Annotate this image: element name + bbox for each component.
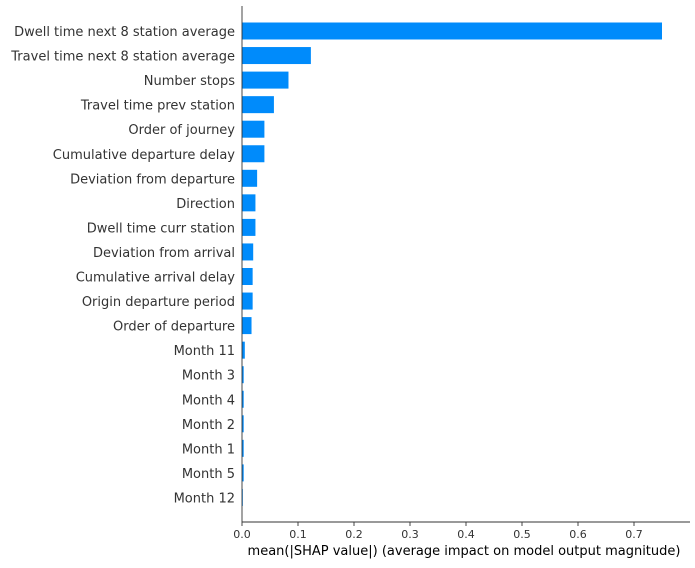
bar-16 bbox=[242, 415, 244, 433]
x-tick-label-4: 0.4 bbox=[457, 528, 475, 541]
bar-2 bbox=[242, 71, 289, 89]
feature-label-9: Deviation from arrival bbox=[93, 246, 235, 261]
bar-12 bbox=[242, 317, 252, 335]
x-tick-label-5: 0.5 bbox=[513, 528, 531, 541]
bar-14 bbox=[242, 366, 244, 384]
feature-label-16: Month 2 bbox=[182, 418, 235, 433]
bar-17 bbox=[242, 439, 244, 457]
x-tick-label-3: 0.3 bbox=[401, 528, 419, 541]
feature-label-17: Month 1 bbox=[182, 442, 235, 457]
bars-layer bbox=[242, 22, 662, 506]
feature-label-13: Month 11 bbox=[174, 344, 235, 359]
x-tick-label-1: 0.1 bbox=[289, 528, 307, 541]
bar-0 bbox=[242, 22, 662, 40]
feature-label-12: Order of departure bbox=[113, 320, 235, 335]
bar-15 bbox=[242, 390, 244, 408]
feature-label-19: Month 12 bbox=[174, 491, 235, 506]
x-ticks-layer: 0.0 0.1 0.2 0.3 0.4 0.5 0.6 0.7 bbox=[233, 522, 643, 541]
feature-label-2: Number stops bbox=[144, 74, 235, 89]
feature-label-11: Origin departure period bbox=[82, 295, 235, 310]
feature-label-0: Dwell time next 8 station average bbox=[14, 25, 235, 40]
bar-3 bbox=[242, 96, 274, 114]
bar-9 bbox=[242, 243, 254, 261]
bar-13 bbox=[242, 341, 245, 359]
feature-labels-layer: Dwell time next 8 station average Travel … bbox=[10, 25, 235, 506]
x-tick-label-6: 0.6 bbox=[569, 528, 587, 541]
bar-8 bbox=[242, 218, 256, 236]
x-tick-label-2: 0.2 bbox=[345, 528, 363, 541]
bar-5 bbox=[242, 145, 265, 163]
bar-4 bbox=[242, 120, 265, 138]
feature-label-15: Month 4 bbox=[182, 393, 235, 408]
feature-label-4: Order of journey bbox=[128, 123, 235, 138]
bar-18 bbox=[242, 464, 244, 482]
feature-label-10: Cumulative arrival delay bbox=[76, 271, 236, 286]
feature-label-5: Cumulative departure delay bbox=[53, 148, 235, 163]
feature-label-14: Month 3 bbox=[182, 369, 235, 384]
feature-label-18: Month 5 bbox=[182, 467, 235, 482]
feature-label-7: Direction bbox=[176, 197, 235, 212]
x-tick-label-7: 0.7 bbox=[625, 528, 643, 541]
bar-7 bbox=[242, 194, 256, 212]
x-tick-label-0: 0.0 bbox=[233, 528, 251, 541]
x-axis bbox=[241, 6, 690, 523]
feature-label-8: Dwell time curr station bbox=[87, 221, 235, 236]
feature-label-6: Deviation from departure bbox=[70, 172, 235, 187]
feature-label-3: Travel time prev station bbox=[80, 99, 235, 114]
feature-label-1: Travel time next 8 station average bbox=[10, 50, 235, 65]
bar-6 bbox=[242, 169, 258, 187]
bar-10 bbox=[242, 268, 253, 285]
bar-1 bbox=[242, 47, 311, 65]
x-axis-title: mean(|SHAP value|) (average impact on mo… bbox=[248, 544, 681, 559]
bar-11 bbox=[242, 292, 253, 310]
